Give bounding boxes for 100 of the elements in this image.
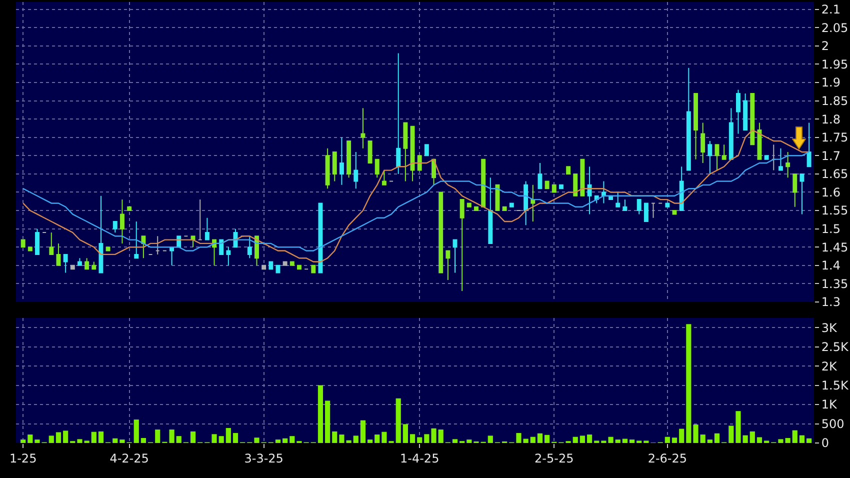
candlestick: [708, 140, 712, 174]
y-tick-label: 1.75: [821, 130, 848, 145]
bar: [424, 434, 430, 443]
candlestick: [318, 202, 323, 274]
bar: [572, 436, 578, 443]
candlestick: [601, 180, 606, 204]
bar: [134, 420, 139, 443]
bar: [318, 385, 324, 443]
x-tick-label: 3-3-25: [244, 451, 284, 466]
bar: [736, 411, 741, 443]
candlestick: [254, 236, 259, 266]
candlestick: [665, 202, 670, 208]
bar: [686, 324, 692, 443]
bar: [28, 434, 33, 443]
x-tick-label: 1-25: [9, 451, 37, 466]
candlestick: [77, 258, 82, 266]
bar: [275, 440, 281, 443]
line-series: [22, 151, 810, 252]
candlestick: [544, 180, 550, 190]
y-tick-label: 2.5K: [821, 340, 850, 354]
candlestick: [49, 232, 54, 255]
candlestick: [736, 89, 740, 134]
candlestick: [488, 177, 493, 244]
y-tick-label: 1.55: [821, 204, 848, 218]
candlestick: [268, 261, 274, 270]
candlestick: [474, 206, 478, 212]
bar: [488, 436, 493, 443]
bar: [466, 440, 472, 443]
bar: [226, 428, 231, 443]
candlestick: [424, 144, 429, 156]
y-tick-label: 1.45: [821, 240, 848, 254]
candlestick: [35, 228, 40, 255]
bar: [410, 434, 416, 443]
candlestick: [56, 242, 61, 266]
candlestick: [332, 152, 337, 182]
bar: [523, 438, 528, 443]
bar: [785, 438, 790, 443]
y-tick-label: 1.9: [821, 76, 840, 90]
candlestick: [558, 184, 564, 190]
bar: [353, 436, 358, 443]
candlestick: [354, 152, 358, 190]
bar: [438, 430, 444, 443]
candlestick: [524, 180, 528, 226]
bar: [516, 433, 522, 443]
candlestick: [538, 162, 542, 190]
candlestick: [282, 261, 288, 266]
y-tick-label: 0: [821, 436, 830, 450]
candlestick: [566, 166, 571, 174]
candlestick: [651, 202, 656, 218]
y-tick-label: 1.65: [821, 167, 848, 182]
y-tick-label: 1.7: [821, 148, 840, 163]
bar: [360, 420, 366, 443]
candlestick: [374, 158, 380, 178]
bar: [672, 438, 678, 443]
bar: [586, 434, 592, 443]
candlestick: [438, 192, 444, 274]
candlestick: [92, 261, 96, 270]
candlestick: [204, 217, 210, 240]
candlestick: [28, 246, 32, 252]
bar: [452, 439, 458, 443]
candlestick: [580, 158, 585, 196]
y-tick-label: 500: [821, 416, 844, 431]
bar: [282, 438, 288, 443]
candlestick: [714, 144, 720, 171]
candlestick: [764, 155, 769, 160]
bar: [615, 440, 620, 443]
y-tick-label: 1.85: [821, 94, 848, 108]
candlestick: [466, 202, 472, 208]
y-tick-label: 2.05: [821, 20, 848, 35]
bar: [622, 438, 628, 443]
bar: [34, 440, 40, 443]
bar: [48, 436, 54, 443]
candlestick: [247, 236, 252, 259]
bar: [728, 426, 734, 443]
y-tick-label: 1.35: [821, 276, 848, 291]
bar: [190, 431, 196, 443]
bar: [417, 437, 422, 443]
y-tick-label: 1.8: [821, 112, 840, 126]
candlestick: [679, 166, 684, 212]
bar: [402, 424, 408, 443]
y-tick-label: 1.3: [821, 295, 840, 310]
candlestick: [786, 152, 790, 178]
y-tick-label: 1K: [821, 398, 838, 412]
candlestick: [778, 148, 783, 171]
bar: [232, 433, 238, 443]
bar: [290, 436, 295, 443]
candlestick: [219, 239, 224, 255]
y-tick-label: 1.4: [821, 258, 840, 273]
candlestick: [552, 184, 556, 193]
x-tick-label: 4-2-25: [110, 451, 149, 466]
candlestick: [530, 184, 536, 222]
candlestick: [98, 195, 104, 274]
bar: [367, 440, 373, 443]
bar: [77, 439, 82, 443]
candlestick: [198, 199, 202, 240]
candlestick: [573, 173, 578, 196]
bar: [580, 436, 586, 443]
candlestick: [700, 122, 706, 164]
bar: [374, 434, 380, 443]
candlestick: [622, 199, 628, 212]
